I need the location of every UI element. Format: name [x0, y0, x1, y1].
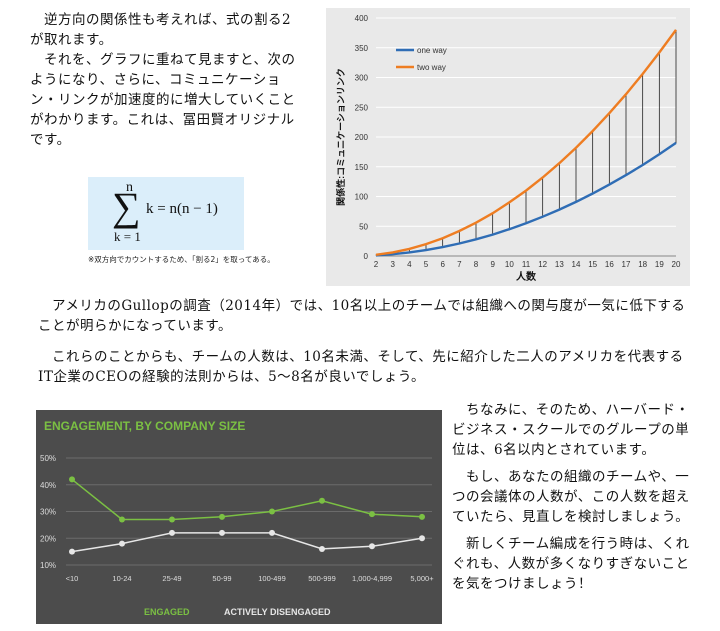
x-tick-label: 50-99 — [212, 574, 231, 583]
data-point — [419, 535, 425, 542]
formula-lower-limit: k = 1 — [114, 229, 141, 244]
series-line-two-way — [375, 29, 677, 256]
y-tick-label: 50 — [359, 222, 368, 231]
paragraph-review: もし、あなたの組織のチームや、一つの会議体の人数が、この人数を超えていたら、見直… — [452, 469, 690, 525]
series-line — [71, 478, 423, 521]
x-tick-label: 18 — [638, 260, 647, 269]
data-point — [319, 545, 325, 552]
chart-title: ENGAGEMENT, BY COMPANY SIZE — [44, 419, 245, 433]
x-tick-label: 25-49 — [162, 574, 181, 583]
data-point — [319, 497, 325, 504]
x-tick-label: 16 — [605, 260, 614, 269]
x-tick-label: 6 — [440, 260, 445, 269]
y-tick-label: 50% — [40, 454, 56, 463]
formula-box: n ∑ k = 1 k = n(n − 1) — [88, 177, 244, 250]
data-point — [219, 529, 225, 536]
data-point — [119, 540, 125, 547]
data-point — [369, 511, 375, 518]
chart-background — [326, 8, 690, 286]
paragraph-graph-overlay: それを、グラフに重ねて見ますと、次のようになり、さらに、コミュニケーション・リン… — [30, 52, 296, 148]
x-tick-label: 2 — [374, 260, 379, 269]
y-tick-label: 350 — [355, 44, 369, 53]
data-point — [69, 548, 75, 555]
x-tick-label: 1,000-4,999 — [352, 574, 392, 583]
paragraph-reverse-direction: 逆方向の関係性も考えれば、式の割る2が取れます。 — [30, 12, 292, 48]
x-tick-label: 17 — [622, 260, 631, 269]
y-tick-label: 30% — [40, 508, 56, 517]
legend-engaged: ENGAGED — [144, 607, 190, 617]
series-line — [71, 532, 423, 553]
x-tick-label: 13 — [555, 260, 564, 269]
data-point — [269, 508, 275, 515]
x-tick-label: 15 — [588, 260, 597, 269]
y-tick-label: 100 — [355, 193, 369, 202]
y-tick-label: 40% — [40, 481, 56, 490]
data-point — [269, 529, 275, 536]
y-tick-label: 250 — [355, 103, 369, 112]
x-tick-label: 5,000+ — [410, 574, 434, 583]
x-tick-label: 10 — [505, 260, 514, 269]
x-tick-label: 19 — [655, 260, 664, 269]
engagement-chart: ENGAGEMENT, BY COMPANY SIZE 10% 20% 30% 40% 5… — [36, 410, 442, 624]
x-tick-label: 100-499 — [258, 574, 286, 583]
x-tick-label: 4 — [407, 260, 412, 269]
chart-background — [36, 410, 442, 624]
x-tick-label: 8 — [474, 260, 479, 269]
x-tick-label: 3 — [390, 260, 395, 269]
y-tick-label: 150 — [355, 163, 369, 172]
x-axis-title: 人数 — [516, 270, 537, 283]
y-tick-label: 20% — [40, 534, 56, 543]
data-point — [69, 476, 75, 483]
data-point — [419, 513, 425, 520]
legend-label: two way — [417, 63, 446, 72]
y-tick-label: 200 — [355, 133, 369, 142]
x-tick-label: 20 — [672, 260, 681, 269]
data-point — [369, 543, 375, 550]
y-axis-title: 関係性:コミュニケーションリンク — [335, 68, 346, 206]
x-tick-label: 7 — [457, 260, 462, 269]
intro-paragraphs: 逆方向の関係性も考えれば、式の割る2が取れます。 それを、グラフに重ねて見ますと… — [30, 10, 298, 150]
x-tick-label: 14 — [572, 260, 581, 269]
data-point — [169, 529, 175, 536]
x-tick-label: 12 — [538, 260, 547, 269]
x-tick-label: 5 — [424, 260, 429, 269]
x-tick-label: 500-999 — [308, 574, 336, 583]
data-point — [119, 516, 125, 523]
y-tick-label: 300 — [355, 74, 369, 83]
formula-expression: k = n(n − 1) — [146, 201, 218, 217]
y-tick-label: 0 — [364, 252, 369, 261]
formula-note: ※双方向でカウントするため、「割る2」を取ってある。 — [88, 255, 275, 264]
paragraph-gallup-survey: アメリカのGullopの調査（2014年）では、10名以上のチームでは組織への関… — [38, 298, 686, 334]
paragraph-new-team: 新しくチーム編成を行う時は、くれぐれも、人数が多くなりすぎないことを気をつけまし… — [452, 536, 690, 592]
data-point — [219, 513, 225, 520]
x-tick-label: 10-24 — [112, 574, 131, 583]
paragraph-harvard: ちなみに、そのため、ハーバード・ビジネス・スクールでのグループの単位は、6名以内… — [452, 402, 690, 458]
paragraph-team-size: これらのことからも、チームの人数は、10名未満、そして、先に紹介した二人のアメリ… — [38, 349, 684, 385]
communication-links-chart: 0 50 100 150 200 250 300 350 400 2 3 4 5 6 7 8 9 10 11 12 13… — [326, 8, 690, 286]
data-point — [169, 516, 175, 523]
series-line-one-way — [375, 141, 677, 257]
y-tick-label: 400 — [355, 14, 369, 23]
formula-upper-limit: n — [126, 180, 133, 195]
x-tick-label: 9 — [490, 260, 495, 269]
sigma-symbol: ∑ — [112, 184, 141, 229]
x-tick-label: 11 — [522, 260, 531, 269]
legend-label: one way — [417, 46, 447, 55]
legend-actively-disengaged: ACTIVELY DISENGAGED — [224, 607, 331, 617]
x-tick-label: <10 — [66, 574, 79, 583]
closing-paragraphs: ちなみに、そのため、ハーバード・ビジネス・スクールでのグループの単位は、6名以内… — [452, 400, 698, 601]
y-tick-label: 10% — [40, 561, 56, 570]
